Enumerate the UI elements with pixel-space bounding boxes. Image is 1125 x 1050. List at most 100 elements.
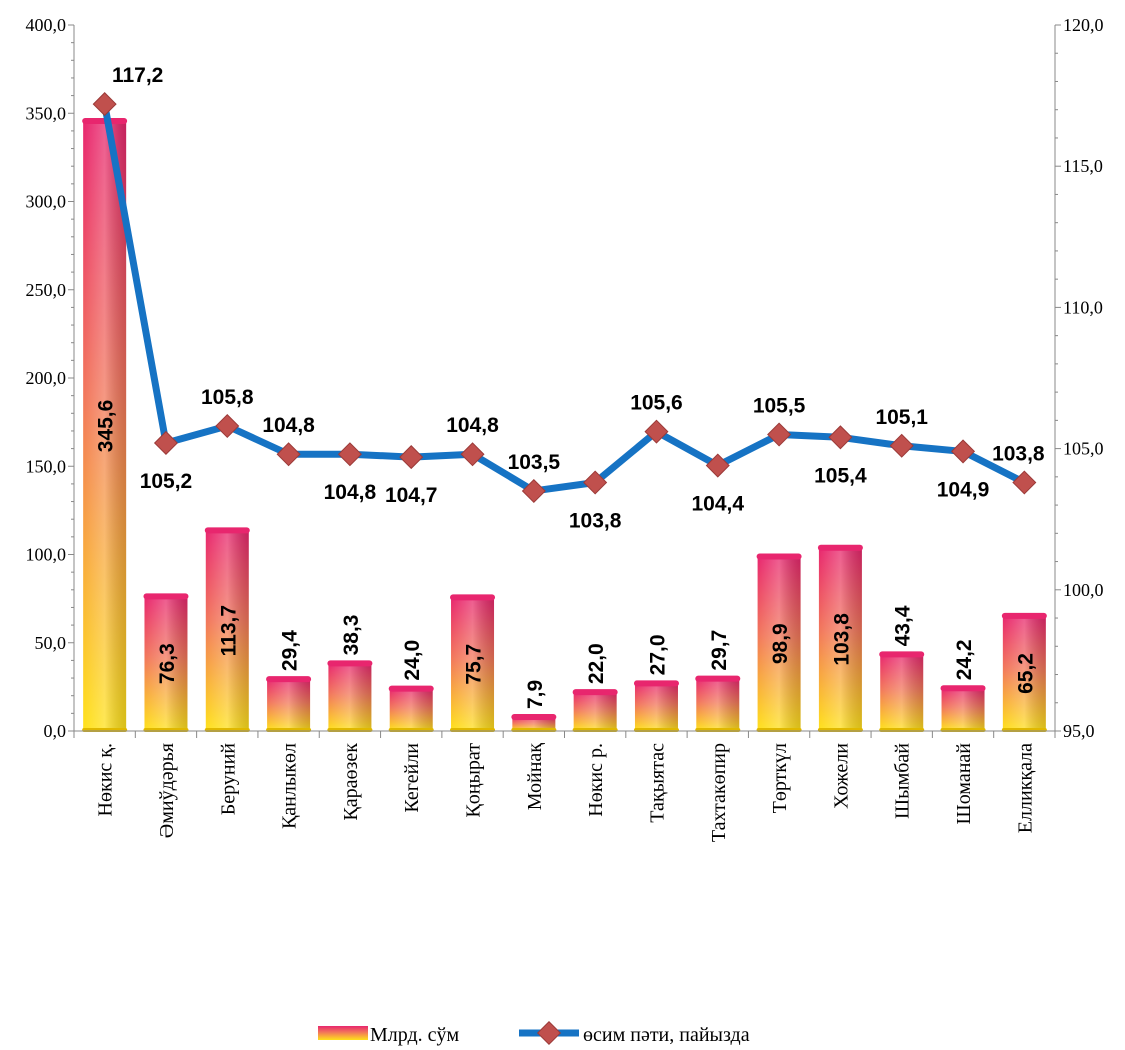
right-tick-label: 115,0 [1063, 156, 1103, 176]
bar-shade [573, 692, 617, 731]
line-data-label: 117,2 [112, 64, 163, 87]
bar [1001, 612, 1047, 732]
data-labels: 345,6 76,3 113,7 29,4 38,3 24,0 75,7 7,9 22,0 27,… [95, 64, 1045, 709]
left-tick-label: 300,0 [26, 192, 67, 212]
bar-shade [880, 654, 924, 731]
bar-cap [511, 714, 557, 721]
bar-data-label: 38,3 [340, 615, 363, 656]
x-tick-label: Қараөзек [340, 743, 362, 821]
x-tick-label: Тақыятас [646, 743, 668, 823]
bar-cap [940, 685, 986, 692]
bar-shade [696, 678, 740, 731]
bar-data-label: 24,0 [401, 640, 424, 681]
line-marker [337, 442, 362, 467]
x-axis: Нөкис қ. Әмиўдәрья Беруний Қанлыкөл Қараөзек… [73, 730, 1056, 842]
bar [879, 651, 925, 732]
right-tick-label: 95,0 [1063, 721, 1095, 741]
left-tick-label: 0,0 [44, 721, 67, 741]
bar-shade [144, 596, 188, 731]
x-tick-label: Шымбай [892, 743, 914, 819]
bar [266, 676, 312, 732]
right-tick-label: 100,0 [1063, 580, 1104, 600]
left-tick-label: 100,0 [26, 545, 67, 565]
line-data-label: 103,8 [992, 442, 1045, 465]
bar-shade [1002, 615, 1046, 731]
bar-cap [879, 651, 925, 658]
x-tick-label: Шоманай [953, 743, 975, 825]
bar-data-label: 65,2 [1014, 653, 1037, 694]
bar-cap [695, 675, 741, 682]
line-marker [399, 445, 424, 470]
line-data-label: 104,4 [692, 493, 745, 516]
left-tick-label: 200,0 [26, 368, 67, 388]
line-marker [276, 442, 301, 467]
line-data-label: 103,8 [569, 509, 622, 532]
left-tick-label: 400,0 [26, 15, 67, 35]
left-tick-label: 350,0 [26, 103, 67, 123]
bar-data-label: 29,7 [708, 630, 731, 671]
left-tick-label: 150,0 [26, 456, 67, 476]
bar [633, 680, 679, 732]
left-tick-label: 250,0 [26, 280, 67, 300]
legend-line-label: өсим пәти, пайызда [583, 1024, 750, 1046]
line-marker [92, 92, 117, 117]
line-marker [1012, 470, 1037, 495]
line-marker [215, 413, 240, 439]
x-tick-label: Нөкис р. [585, 743, 607, 817]
bar-cap [817, 544, 863, 551]
line-data-label: 105,8 [201, 386, 254, 409]
line-data-label: 104,8 [262, 414, 315, 437]
bar-cap [327, 660, 373, 667]
bar-cap [1001, 612, 1047, 619]
line-data-label: 105,4 [814, 464, 867, 487]
x-tick-label: Беруний [217, 743, 239, 816]
bar [817, 544, 863, 732]
line-data-label: 105,2 [140, 470, 193, 493]
bar-cap [204, 527, 250, 534]
bar-shade [941, 688, 985, 731]
line-marker [460, 442, 485, 467]
x-tick-label: Кегейли [401, 743, 423, 813]
bar [450, 594, 496, 732]
bar-shade [205, 530, 249, 731]
bar-cap [266, 676, 312, 683]
bar [940, 685, 986, 732]
x-tick-label: Қоңырат [463, 743, 485, 818]
bar-data-label: 76,3 [156, 643, 179, 684]
bar-data-label: 27,0 [646, 634, 669, 675]
x-tick-label: Мойнақ [524, 743, 546, 811]
bar-cap [388, 685, 434, 692]
x-tick-label: Елликқала [1014, 743, 1036, 833]
line-marker [521, 478, 546, 503]
bar-cap [450, 594, 496, 601]
bar-data-label: 345,6 [95, 400, 118, 453]
bar-data-label: 113,7 [217, 605, 240, 656]
x-tick-label: Қанлыкөл [279, 743, 301, 829]
bar-data-label: 43,4 [892, 605, 915, 646]
line-series [92, 92, 1037, 503]
bar [388, 685, 434, 732]
bar-shade [267, 679, 311, 731]
line-data-label: 104,8 [446, 414, 499, 437]
bar [695, 675, 741, 732]
bar-shade [512, 717, 556, 731]
bar-shade [757, 556, 801, 731]
line-marker [644, 419, 669, 444]
bar [204, 527, 250, 732]
bar-data-label: 98,9 [769, 623, 792, 664]
legend: Млрд. сўм өсим пәти, пайызда [318, 1020, 750, 1046]
bar-data-label: 24,2 [953, 639, 976, 680]
bar-shade [328, 663, 372, 731]
bar-cap [572, 689, 618, 696]
line-data-label: 105,6 [630, 392, 683, 415]
bar-shade [634, 683, 678, 731]
line-marker [583, 470, 608, 495]
bar-data-label: 29,4 [279, 630, 302, 671]
bar-shade [451, 597, 495, 731]
line-marker [828, 425, 853, 450]
line-marker [153, 430, 178, 455]
legend-bar-swatch [318, 1026, 368, 1040]
x-tick-label: Хожели [830, 743, 852, 809]
x-tick-label: Төрткүл [769, 743, 791, 813]
